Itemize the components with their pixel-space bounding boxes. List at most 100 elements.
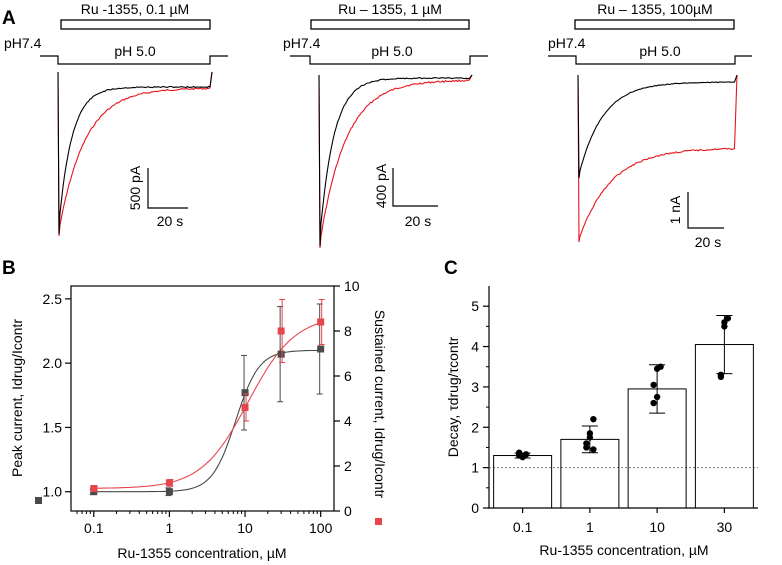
y-tick-label: 3 [471, 379, 479, 395]
scale-y-label: 1 nA [667, 195, 683, 224]
y-tick-label: 0 [471, 500, 479, 516]
control-trace [577, 74, 738, 179]
sustained-legend-marker [375, 518, 382, 525]
y-tick-label: 2 [471, 419, 479, 435]
panel-b: B 0.1 1 10 100 1.0 1.5 2.0 2.5 0 2 4 6 8 10 Ru-1355 c… [2, 258, 388, 561]
axis-ticks: 0 1 2 3 4 5 0.1 1 10 30 [471, 298, 732, 535]
drug-application-bar [60, 19, 211, 30]
bar [493, 455, 553, 509]
data-marks [89, 299, 325, 497]
y2-tick-label: 8 [344, 323, 352, 339]
x-tick-label: 1 [166, 520, 174, 536]
sustained-fit-curve [93, 322, 321, 489]
panel-a-letter: A [2, 8, 16, 29]
ph-after-label: pH 5.0 [639, 43, 680, 59]
y2-tick-label: 10 [344, 278, 360, 294]
scale-x-label: 20 s [157, 213, 183, 229]
data-marks [489, 314, 758, 509]
scale-y-label: 500 pA [127, 165, 143, 210]
y-tick-label: 1.5 [43, 419, 63, 435]
scale-x-label: 20 s [405, 213, 431, 229]
drug-application-bar [574, 19, 735, 30]
drug-trace [577, 74, 738, 243]
sustained-point [90, 485, 98, 492]
x-tick-label: 100 [309, 520, 333, 536]
sustained-point [277, 327, 285, 335]
peak-point [165, 488, 173, 496]
drug-application-bar [310, 19, 470, 30]
sustained-point [165, 479, 173, 487]
ph-before-label: pH7.4 [283, 35, 321, 51]
y2-axis-label: Sustained current, Idrug/Icontr [372, 310, 388, 499]
data-point [721, 323, 728, 330]
data-point [717, 373, 725, 381]
y-axis-label: Peak current, Idrug/Icontr [9, 319, 25, 477]
peak-legend-marker [35, 497, 42, 504]
y2-tick-label: 2 [344, 458, 352, 474]
data-point [590, 416, 597, 423]
y2-tick-label: 4 [344, 413, 352, 429]
ph-protocol-line [290, 55, 488, 65]
y-tick-label: 1.0 [43, 484, 63, 500]
sustained-point [241, 404, 249, 411]
y2-tick-label: 0 [344, 503, 352, 519]
x-axis-label: Ru-1355 concentration, µM [539, 542, 708, 558]
x-tick-label: 10 [237, 520, 253, 536]
x-tick-label: 1 [586, 519, 594, 535]
fit-curves [93, 322, 321, 493]
y-tick-label: 2.5 [43, 291, 63, 307]
ph-protocol-line [548, 55, 752, 65]
ph-before-label: pH7.4 [548, 35, 586, 51]
data-point [650, 399, 657, 407]
y-tick-label: 5 [471, 298, 479, 314]
plot-frame [70, 285, 335, 512]
scale-x-label: 20 s [695, 234, 721, 250]
peak-point [277, 350, 285, 358]
panel-c: C 0 1 2 3 4 5 0.1 1 10 30 Ru-1355 concentration, … [444, 258, 758, 558]
panel-c-letter: C [444, 258, 458, 279]
drug-trace [57, 71, 213, 237]
y-tick-label: 2.0 [43, 355, 63, 371]
x-tick-label: 0.1 [513, 519, 533, 535]
drug-label: Ru – 1355, 100µM [597, 1, 712, 17]
scale-bar [687, 192, 724, 229]
ph-protocol-line [40, 55, 228, 65]
ph-after-label: pH 5.0 [114, 43, 155, 59]
drug-label: Ru -1355, 0.1 µM [81, 1, 189, 17]
peak-point [241, 389, 249, 397]
data-point [519, 452, 526, 460]
control-trace [57, 71, 213, 235]
ph-before-label: pH7.4 [4, 35, 42, 51]
panel-b-letter: B [2, 258, 16, 279]
data-point [653, 393, 661, 401]
ph-after-label: pH 5.0 [371, 43, 412, 59]
y-axis-label: Decay, τdrug/τcontr [445, 336, 461, 457]
drug-trace [318, 74, 473, 249]
scale-y-label: 400 pA [373, 163, 389, 208]
peak-fit-curve [93, 349, 321, 493]
trace-group-3: Ru – 1355, 100µM pH7.4 pH 5.0 1 nA 20 s [548, 1, 752, 250]
drug-label: Ru – 1355, 1 µM [338, 1, 442, 17]
scale-bar [147, 168, 188, 209]
data-point [724, 315, 732, 322]
plot-axes [488, 286, 758, 509]
y-tick-label: 4 [471, 339, 479, 355]
data-point [586, 434, 594, 441]
x-tick-label: 30 [717, 519, 733, 535]
trace-group-1: Ru -1355, 0.1 µM pH7.4 pH 5.0 500 pA 20 … [4, 1, 228, 237]
trace-group-2: Ru – 1355, 1 µM pH7.4 pH 5.0 400 pA 20 s [283, 1, 488, 249]
panel-a: A Ru -1355, 0.1 µM pH7.4 pH 5.0 500 pA 2… [2, 1, 752, 250]
y2-tick-label: 6 [344, 368, 352, 384]
x-tick-label: 10 [649, 519, 665, 535]
peak-point [317, 345, 325, 353]
scale-bar [392, 168, 438, 207]
data-point [653, 365, 661, 372]
data-point [650, 381, 657, 389]
sustained-point [317, 318, 325, 326]
x-axis-label: Ru-1355 concentration, µM [117, 545, 286, 561]
control-trace [318, 74, 473, 247]
x-tick-label: 0.1 [84, 520, 104, 536]
y-tick-label: 1 [471, 460, 479, 476]
data-point [590, 446, 597, 453]
